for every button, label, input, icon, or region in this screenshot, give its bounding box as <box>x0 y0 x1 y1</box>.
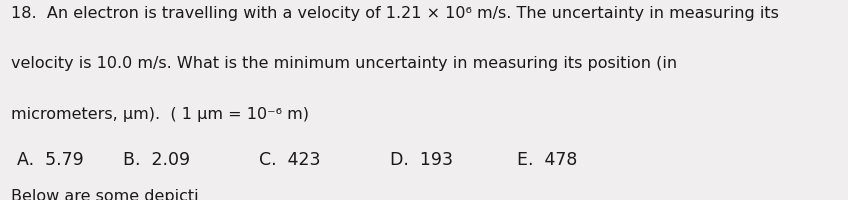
Text: B.  2.09: B. 2.09 <box>123 150 190 168</box>
Text: D.  193: D. 193 <box>390 150 453 168</box>
Text: Below are some depicti: Below are some depicti <box>11 188 198 200</box>
Text: velocity is 10.0 m/s. What is the minimum uncertainty in measuring its position : velocity is 10.0 m/s. What is the minimu… <box>11 56 678 71</box>
Text: E.  478: E. 478 <box>517 150 577 168</box>
Text: C.  423: C. 423 <box>259 150 321 168</box>
Text: 18.  An electron is travelling with a velocity of 1.21 × 10⁶ m/s. The uncertaint: 18. An electron is travelling with a vel… <box>11 6 779 21</box>
Text: A.  5.79: A. 5.79 <box>17 150 84 168</box>
Text: micrometers, μm).  ( 1 μm = 10⁻⁶ m): micrometers, μm). ( 1 μm = 10⁻⁶ m) <box>11 106 309 121</box>
